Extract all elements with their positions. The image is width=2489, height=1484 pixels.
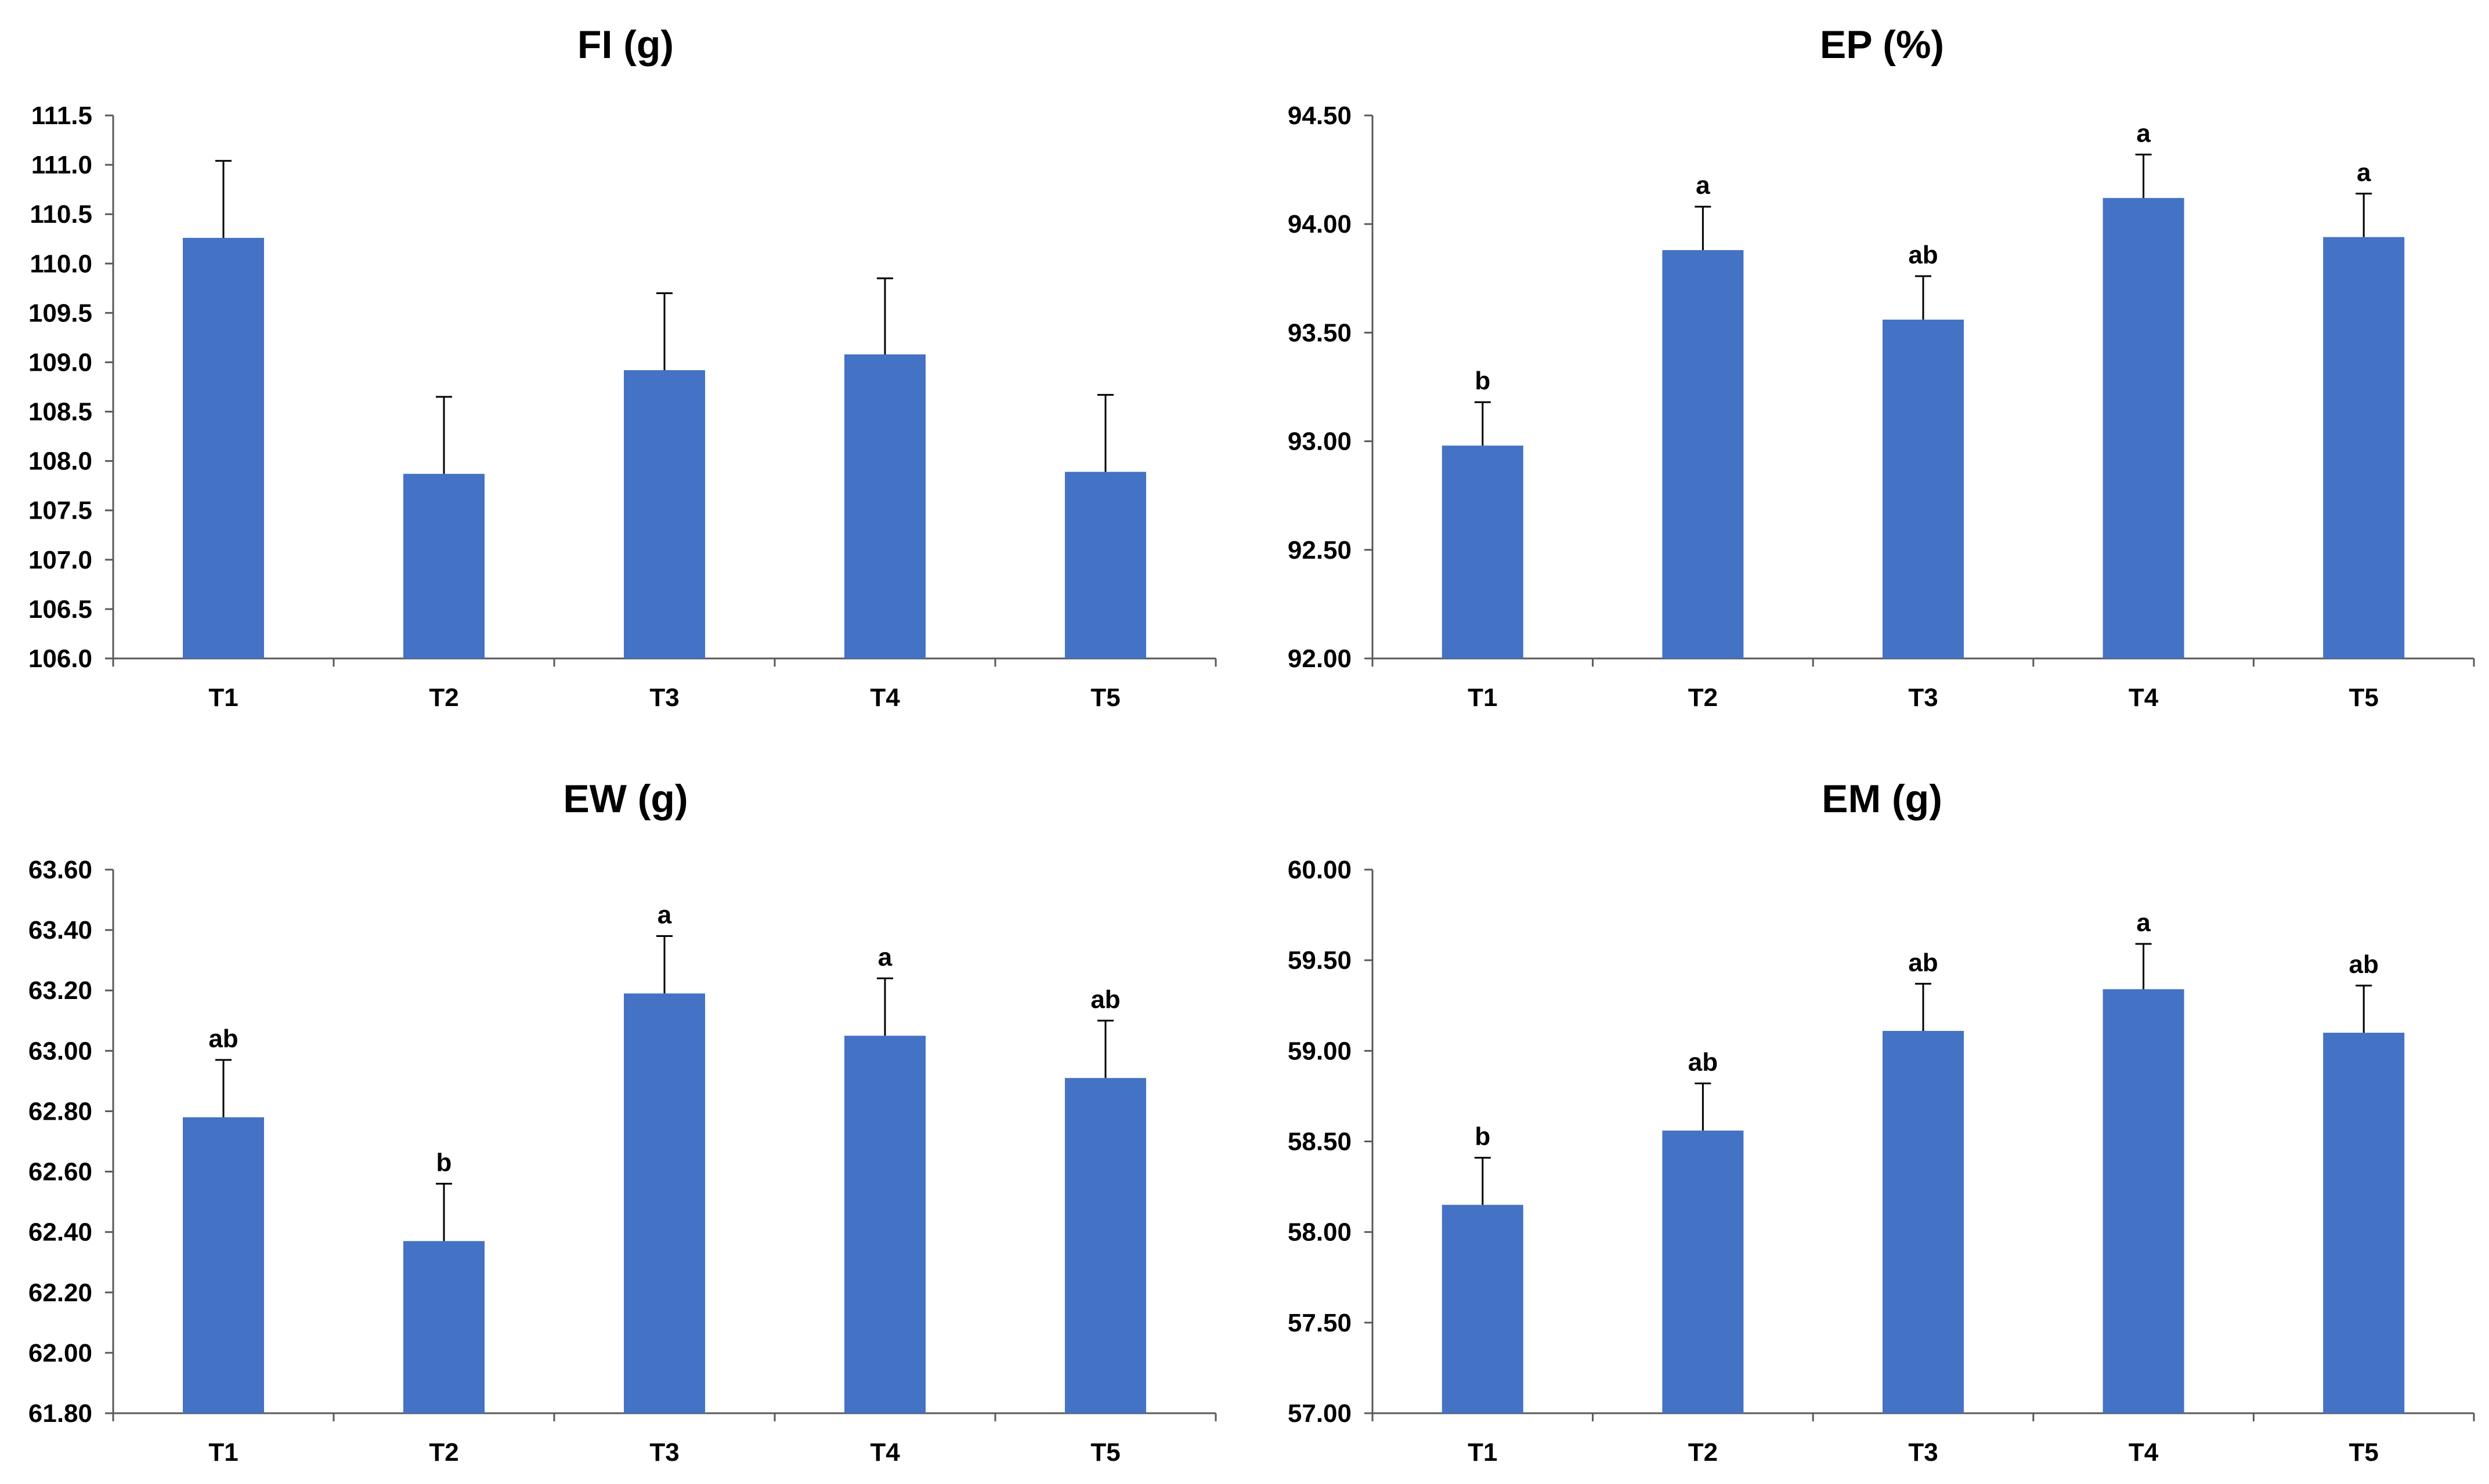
ew-x-label-t4: T4: [870, 1438, 900, 1467]
ew-bar-t1: [183, 1117, 264, 1413]
ep-letter-t2: a: [1696, 171, 1710, 200]
em-bar-t3: [1883, 1030, 1964, 1413]
ep-chart-panel: EP (%) 92.00 92.50 93.00 93.50 94.00 94.50 b T1 a…: [1288, 23, 2475, 712]
ep-y-tick-label: 92.50: [1288, 536, 1352, 564]
ep-chart-title: EP (%): [1820, 23, 1944, 67]
em-letter-t3: ab: [1908, 949, 1938, 977]
ep-y-tick-label: 92.00: [1288, 645, 1352, 673]
ep-x-label-t1: T1: [1468, 683, 1497, 712]
ep-letter-t4: a: [2136, 119, 2151, 147]
ew-letter-t3: a: [658, 901, 672, 929]
ep-letter-t5: a: [2357, 158, 2371, 187]
ep-bar-t2: [1662, 250, 1744, 658]
fi-y-tick-label: 111.0: [31, 151, 92, 179]
em-chart-panel: EM (g) 57.00 57.50 58.00 58.50 59.00 59.50 60.0…: [1288, 777, 2475, 1467]
fi-bar-t3: [624, 370, 705, 658]
em-x-label-t4: T4: [2129, 1438, 2159, 1467]
ew-letter-t2: b: [436, 1148, 452, 1177]
ew-letter-t5: ab: [1090, 985, 1120, 1014]
fi-y-tick-label: 109.0: [28, 348, 92, 377]
fi-y-tick-label: 107.5: [28, 497, 92, 525]
em-y-tick-label: 58.50: [1288, 1128, 1352, 1156]
ew-bar-t4: [844, 1036, 926, 1413]
em-bar-t1: [1442, 1204, 1523, 1413]
em-letter-t1: b: [1475, 1123, 1490, 1151]
ew-y-tick-label: 63.60: [28, 856, 92, 884]
fi-y-tick-label: 111.5: [31, 102, 92, 130]
fi-x-label-t4: T4: [870, 683, 900, 712]
ew-bar-t2: [403, 1241, 485, 1413]
ew-x-label-t1: T1: [208, 1438, 238, 1467]
em-y-tick-label: 57.50: [1288, 1309, 1352, 1337]
ew-y-tick-label: 62.80: [28, 1097, 92, 1125]
fi-x-label-t1: T1: [208, 683, 238, 712]
ew-y-tick-label: 62.40: [28, 1218, 92, 1247]
em-letter-t5: ab: [2349, 950, 2379, 979]
em-x-label-t1: T1: [1468, 1438, 1497, 1467]
em-y-tick-label: 59.50: [1288, 946, 1352, 975]
fi-y-tick-label: 108.0: [28, 447, 92, 476]
ep-letter-t3: ab: [1908, 241, 1938, 269]
fi-x-label-t3: T3: [649, 683, 679, 712]
ew-chart-panel: EW (g) 61.80 62.00 62.20 62.40 62.60 62.80 63.0…: [28, 777, 1217, 1467]
ew-y-tick-label: 63.40: [28, 916, 92, 944]
ep-x-label-t3: T3: [1908, 683, 1938, 712]
ew-x-label-t3: T3: [649, 1438, 679, 1467]
ep-y-tick-label: 94.50: [1288, 102, 1352, 130]
ew-letter-t4: a: [878, 943, 893, 971]
em-chart-title: EM (g): [1822, 777, 1942, 821]
ep-x-label-t4: T4: [2129, 683, 2159, 712]
fi-chart-panel: FI (g) 106.0 106.5 107.0 107.5 108.0 108.5 109.…: [28, 23, 1217, 712]
ep-letter-t1: b: [1475, 367, 1490, 395]
em-bar-t5: [2323, 1033, 2405, 1413]
ep-x-label-t5: T5: [2349, 683, 2379, 712]
em-bar-t4: [2103, 989, 2184, 1413]
ep-bar-t5: [2323, 237, 2405, 658]
em-y-tick-label: 59.00: [1288, 1037, 1352, 1065]
ew-letter-t1: ab: [208, 1025, 238, 1053]
fi-x-label-t5: T5: [1090, 683, 1120, 712]
ep-x-label-t2: T2: [1688, 683, 1718, 712]
em-y-tick-label: 57.00: [1288, 1399, 1352, 1428]
fi-bar-t2: [403, 473, 485, 658]
ep-y-tick-label: 94.00: [1288, 210, 1352, 238]
em-letter-t2: ab: [1688, 1048, 1718, 1077]
ew-y-tick-label: 63.20: [28, 976, 92, 1005]
ew-y-tick-label: 61.80: [28, 1399, 92, 1428]
em-letter-t4: a: [2136, 909, 2151, 937]
em-y-tick-label: 58.00: [1288, 1218, 1352, 1247]
fi-y-tick-label: 106.5: [28, 595, 92, 624]
ew-y-tick-label: 63.00: [28, 1037, 92, 1065]
fi-y-tick-label: 110.5: [30, 200, 92, 229]
fi-y-tick-label: 107.0: [28, 546, 92, 574]
em-y-tick-label: 60.00: [1288, 856, 1352, 884]
ew-y-tick-label: 62.60: [28, 1158, 92, 1186]
ep-bar-t3: [1883, 319, 1964, 658]
ep-y-tick-label: 93.50: [1288, 318, 1352, 347]
em-x-label-t3: T3: [1908, 1438, 1938, 1467]
fi-bar-t4: [844, 354, 926, 658]
fi-x-label-t2: T2: [429, 683, 458, 712]
em-bar-t2: [1662, 1130, 1744, 1413]
fi-y-tick-label: 106.0: [28, 645, 92, 673]
fi-y-tick-label: 110.0: [30, 249, 92, 278]
ep-y-tick-label: 93.00: [1288, 428, 1352, 456]
em-x-label-t5: T5: [2349, 1438, 2379, 1467]
fi-bar-t1: [183, 238, 264, 658]
fi-chart-title: FI (g): [577, 23, 674, 67]
fi-y-tick-label: 108.5: [28, 398, 92, 426]
fi-y-tick-label: 109.5: [28, 299, 92, 327]
ep-bar-t4: [2103, 198, 2184, 659]
ew-x-label-t5: T5: [1090, 1438, 1120, 1467]
ew-x-label-t2: T2: [429, 1438, 458, 1467]
ew-y-tick-label: 62.00: [28, 1339, 92, 1367]
fi-bar-t5: [1065, 472, 1146, 658]
ew-bar-t5: [1065, 1078, 1146, 1413]
ew-y-tick-label: 62.20: [28, 1279, 92, 1307]
ep-bar-t1: [1442, 446, 1523, 658]
em-x-label-t2: T2: [1688, 1438, 1718, 1467]
ew-bar-t3: [624, 993, 705, 1413]
ew-chart-title: EW (g): [563, 777, 688, 821]
